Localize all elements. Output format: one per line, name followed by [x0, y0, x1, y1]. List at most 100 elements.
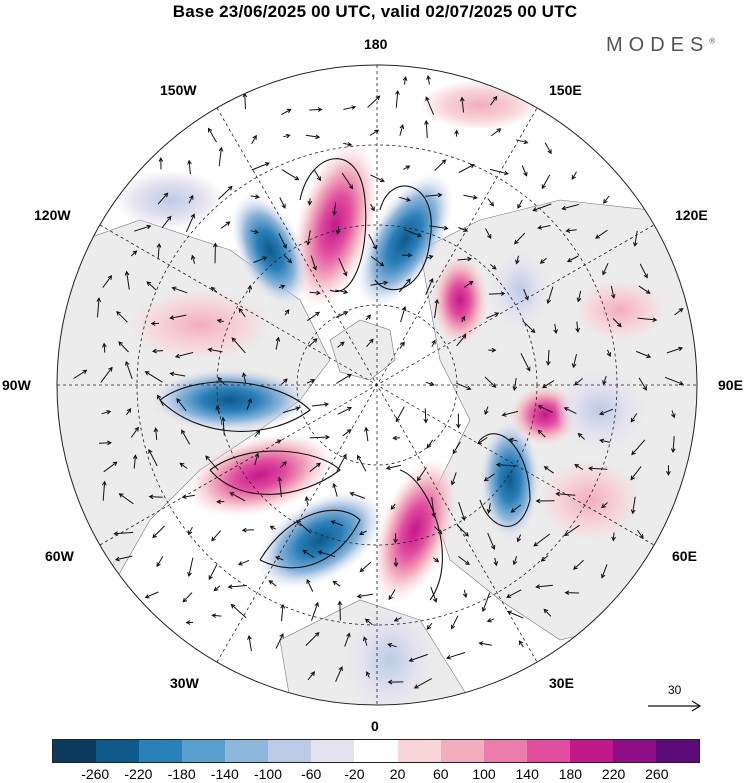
- wind-vector-arrow: [171, 286, 188, 294]
- wind-vector-arrow: [456, 382, 472, 391]
- wind-vector-arrow: [317, 550, 336, 558]
- wind-vector-arrow: [666, 465, 671, 476]
- wind-vector-arrow: [309, 107, 323, 112]
- wind-vector-arrow: [280, 461, 287, 468]
- wind-vector-arrow: [308, 338, 318, 347]
- wind-vector-arrow: [487, 198, 495, 207]
- wind-vector-arrow: [309, 434, 331, 440]
- wind-vector-arrow: [306, 379, 316, 384]
- wind-vector-arrow: [116, 310, 128, 323]
- wind-vector-arrow: [282, 406, 301, 414]
- colorbar-tick-label: 20: [389, 766, 406, 782]
- wind-vector-arrow: [403, 165, 411, 170]
- wind-vector-arrow: [306, 230, 311, 246]
- wind-vector-arrow: [113, 531, 134, 536]
- wind-vector-arrow: [251, 134, 257, 144]
- wind-vector-arrow: [237, 559, 250, 566]
- wind-vector-arrow: [639, 263, 648, 279]
- wind-vector-arrow: [638, 377, 647, 391]
- wind-vector-arrow: [187, 159, 192, 175]
- wind-vector-arrow: [102, 274, 113, 288]
- wind-vector-arrow: [521, 165, 528, 177]
- wind-vector-arrow: [390, 503, 396, 511]
- wind-vector-arrow: [169, 314, 187, 320]
- lon-label-120e: 120E: [675, 207, 708, 223]
- wind-vector-arrow: [337, 600, 343, 621]
- wind-vector-arrow: [247, 634, 252, 652]
- wind-vector-arrow: [664, 376, 684, 386]
- colorbar-bin-14: [655, 740, 699, 762]
- wind-vector-arrow: [512, 378, 518, 392]
- wind-vector-arrow: [446, 652, 466, 660]
- wind-vector-arrow: [150, 321, 160, 326]
- wind-vector-arrow: [281, 378, 288, 385]
- colorbar-tick-label: 180: [558, 766, 583, 782]
- wind-vector-arrow: [674, 307, 684, 316]
- wind-vector-arrow: [670, 436, 676, 454]
- wind-vector-arrow: [309, 462, 321, 472]
- wind-vector-arrow: [456, 334, 467, 347]
- wind-vector-arrow: [462, 589, 468, 599]
- map-boundary: [56, 64, 698, 706]
- wind-vector-arrow: [493, 557, 498, 567]
- wind-vector-arrow: [425, 96, 435, 115]
- wind-vector-arrow: [215, 405, 221, 415]
- wind-vector-arrow: [179, 462, 188, 469]
- wind-vector-arrow: [490, 95, 498, 106]
- wind-vector-arrow: [296, 520, 312, 534]
- wind-vector-arrow: [358, 530, 367, 535]
- wind-vector-arrow: [190, 254, 196, 264]
- wind-vector-arrow: [229, 492, 246, 502]
- modes-logo: MODES®: [606, 34, 716, 56]
- wind-vector-arrow: [398, 196, 411, 202]
- wind-vector-arrow: [313, 168, 322, 182]
- wind-vector-arrow: [250, 194, 260, 199]
- wind-vector-arrow: [484, 376, 497, 388]
- wind-vector-arrow: [434, 298, 440, 319]
- wind-vector-arrow: [281, 108, 292, 116]
- wind-vector-arrow: [220, 221, 231, 229]
- wind-vector-arrow: [387, 679, 404, 685]
- anomaly-negative-6: [555, 370, 645, 450]
- wind-vector-arrow: [399, 341, 405, 349]
- wind-vector-arrow: [216, 318, 224, 324]
- lon-label-0: 0: [371, 718, 379, 734]
- wind-vector-arrow: [399, 124, 405, 136]
- wind-vector-arrow: [311, 402, 330, 407]
- wind-vector-arrow: [307, 198, 313, 206]
- wind-vector-arrow: [458, 227, 469, 232]
- wind-vector-arrow: [368, 233, 377, 250]
- wind-vector-arrow: [310, 255, 318, 271]
- wind-vector-arrow: [610, 285, 616, 299]
- wind-vector-arrow: [612, 318, 622, 328]
- wind-vector-arrow: [118, 341, 129, 353]
- wind-vector-arrow: [101, 410, 112, 415]
- wind-vector-arrow: [187, 557, 194, 578]
- wind-vector-arrow: [176, 398, 187, 412]
- wind-vector-arrow: [458, 555, 470, 566]
- wind-vector-arrow: [434, 159, 447, 171]
- wind-vector-arrow: [571, 171, 577, 180]
- colorbar-bin-9: [440, 740, 484, 762]
- wind-vector-arrow: [153, 427, 159, 440]
- wind-vector-arrow: [423, 408, 429, 424]
- wind-vector-arrow: [576, 290, 582, 303]
- wind-vector-arrow: [218, 185, 233, 200]
- wind-vector-arrow: [125, 360, 133, 380]
- wind-vector-arrow: [126, 408, 132, 415]
- wind-vector-arrow: [169, 371, 186, 377]
- wind-vector-arrow: [424, 119, 429, 139]
- reference-vector-arrow: [648, 700, 702, 712]
- wind-vector-arrow: [387, 642, 397, 648]
- anomaly-positive-7: [540, 460, 640, 540]
- colorbar-bin-5: [268, 740, 312, 762]
- wind-vector-arrow: [158, 157, 164, 170]
- wind-vector-arrow: [395, 89, 400, 108]
- colorbar-bin-4: [225, 740, 269, 762]
- wind-vector-arrow: [227, 584, 247, 590]
- wind-vector-arrow: [335, 289, 349, 295]
- wind-vector-arrow: [508, 437, 518, 443]
- colorbar-tick-label: -140: [210, 766, 239, 782]
- wind-vector-arrow: [630, 413, 638, 423]
